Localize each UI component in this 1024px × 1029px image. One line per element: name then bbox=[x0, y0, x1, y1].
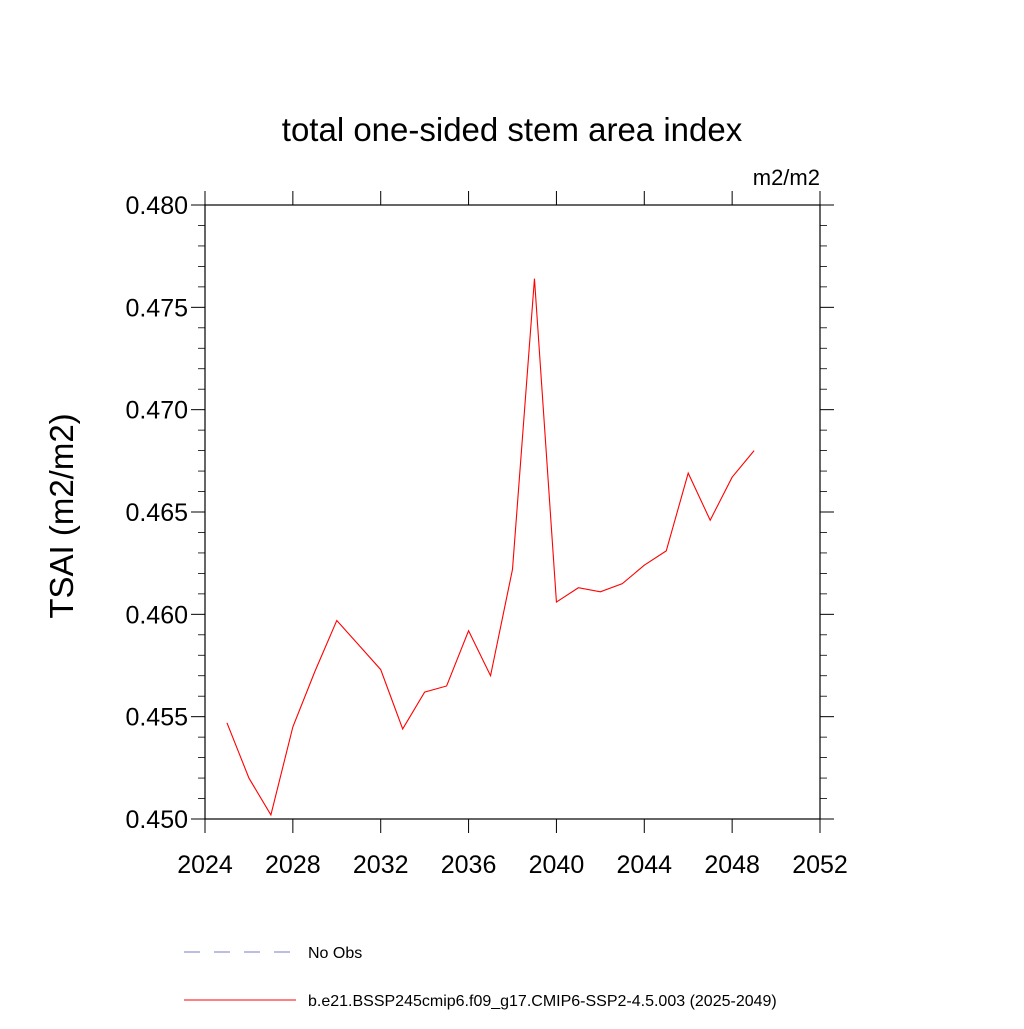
y-tick-label: 0.475 bbox=[125, 294, 188, 322]
x-tick-label: 2024 bbox=[177, 851, 233, 879]
x-tick-label: 2048 bbox=[704, 851, 760, 879]
series-line bbox=[226, 278, 755, 817]
x-tick-label: 2036 bbox=[441, 851, 497, 879]
x-tick-label: 2044 bbox=[616, 851, 672, 879]
plot-layer: 0.450 0.455 0.460 0.465 0.470 0.475 0.480 2024 2… bbox=[125, 191, 848, 879]
legend-label: No Obs bbox=[308, 945, 362, 962]
y-tick-label: 0.460 bbox=[125, 601, 188, 629]
chart-title: total one-sided stem area index bbox=[282, 111, 743, 148]
legend-label: b.e21.BSSP245cmip6.f09_g17.CMIP6-SSP2-4.… bbox=[308, 993, 777, 1010]
y-tick-label: 0.470 bbox=[125, 397, 188, 425]
x-tick-label: 2028 bbox=[265, 851, 321, 879]
legend: No Obs b.e21.BSSP245cmip6.f09_g17.CMIP6-S… bbox=[184, 945, 777, 1010]
y-tick-label: 0.455 bbox=[125, 704, 188, 732]
x-tick-label: 2032 bbox=[353, 851, 409, 879]
y-axis-label: TSAI (m2/m2) bbox=[43, 413, 80, 618]
chart-units: m2/m2 bbox=[753, 165, 820, 190]
y-tick-label: 0.480 bbox=[125, 192, 188, 220]
x-tick-label: 2052 bbox=[792, 851, 848, 879]
y-tick-label: 0.450 bbox=[125, 806, 188, 834]
plot-frame bbox=[204, 204, 821, 820]
x-tick-label: 2040 bbox=[529, 851, 585, 879]
y-tick-label: 0.465 bbox=[125, 499, 188, 527]
